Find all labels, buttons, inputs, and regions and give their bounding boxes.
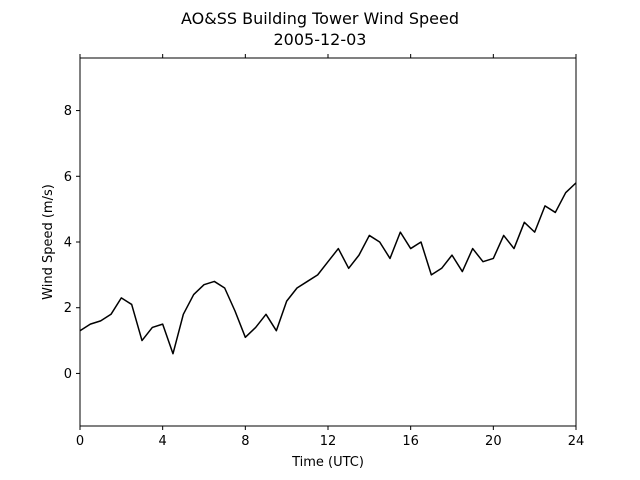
- y-axis: 0 2 4 6 8: [64, 104, 80, 382]
- x-tick-label: 8: [241, 434, 249, 449]
- y-tick-label: 4: [64, 236, 72, 251]
- y-tick-label: 0: [64, 367, 72, 382]
- x-axis-label: Time (UTC): [291, 455, 364, 470]
- chart-subtitle: 2005-12-03: [274, 30, 367, 49]
- x-tick-label: 12: [320, 434, 337, 449]
- x-tick-label: 4: [159, 434, 167, 449]
- y-tick-label: 6: [64, 170, 72, 185]
- wind-speed-series-line: [79, 182, 577, 355]
- y-tick-label: 2: [64, 301, 72, 316]
- y-tick-label: 8: [64, 104, 72, 119]
- plot-area-frame: [79, 57, 577, 427]
- x-tick-label: 24: [568, 434, 585, 449]
- chart-title: AO&SS Building Tower Wind Speed: [181, 9, 459, 28]
- series-layer: [79, 182, 577, 355]
- x-axis: 0 4 8 12 16 20 24: [76, 54, 584, 449]
- x-tick-label: 20: [485, 434, 502, 449]
- y-axis-label: Wind Speed (m/s): [41, 184, 56, 300]
- x-tick-label: 16: [402, 434, 419, 449]
- x-tick-label: 0: [76, 434, 84, 449]
